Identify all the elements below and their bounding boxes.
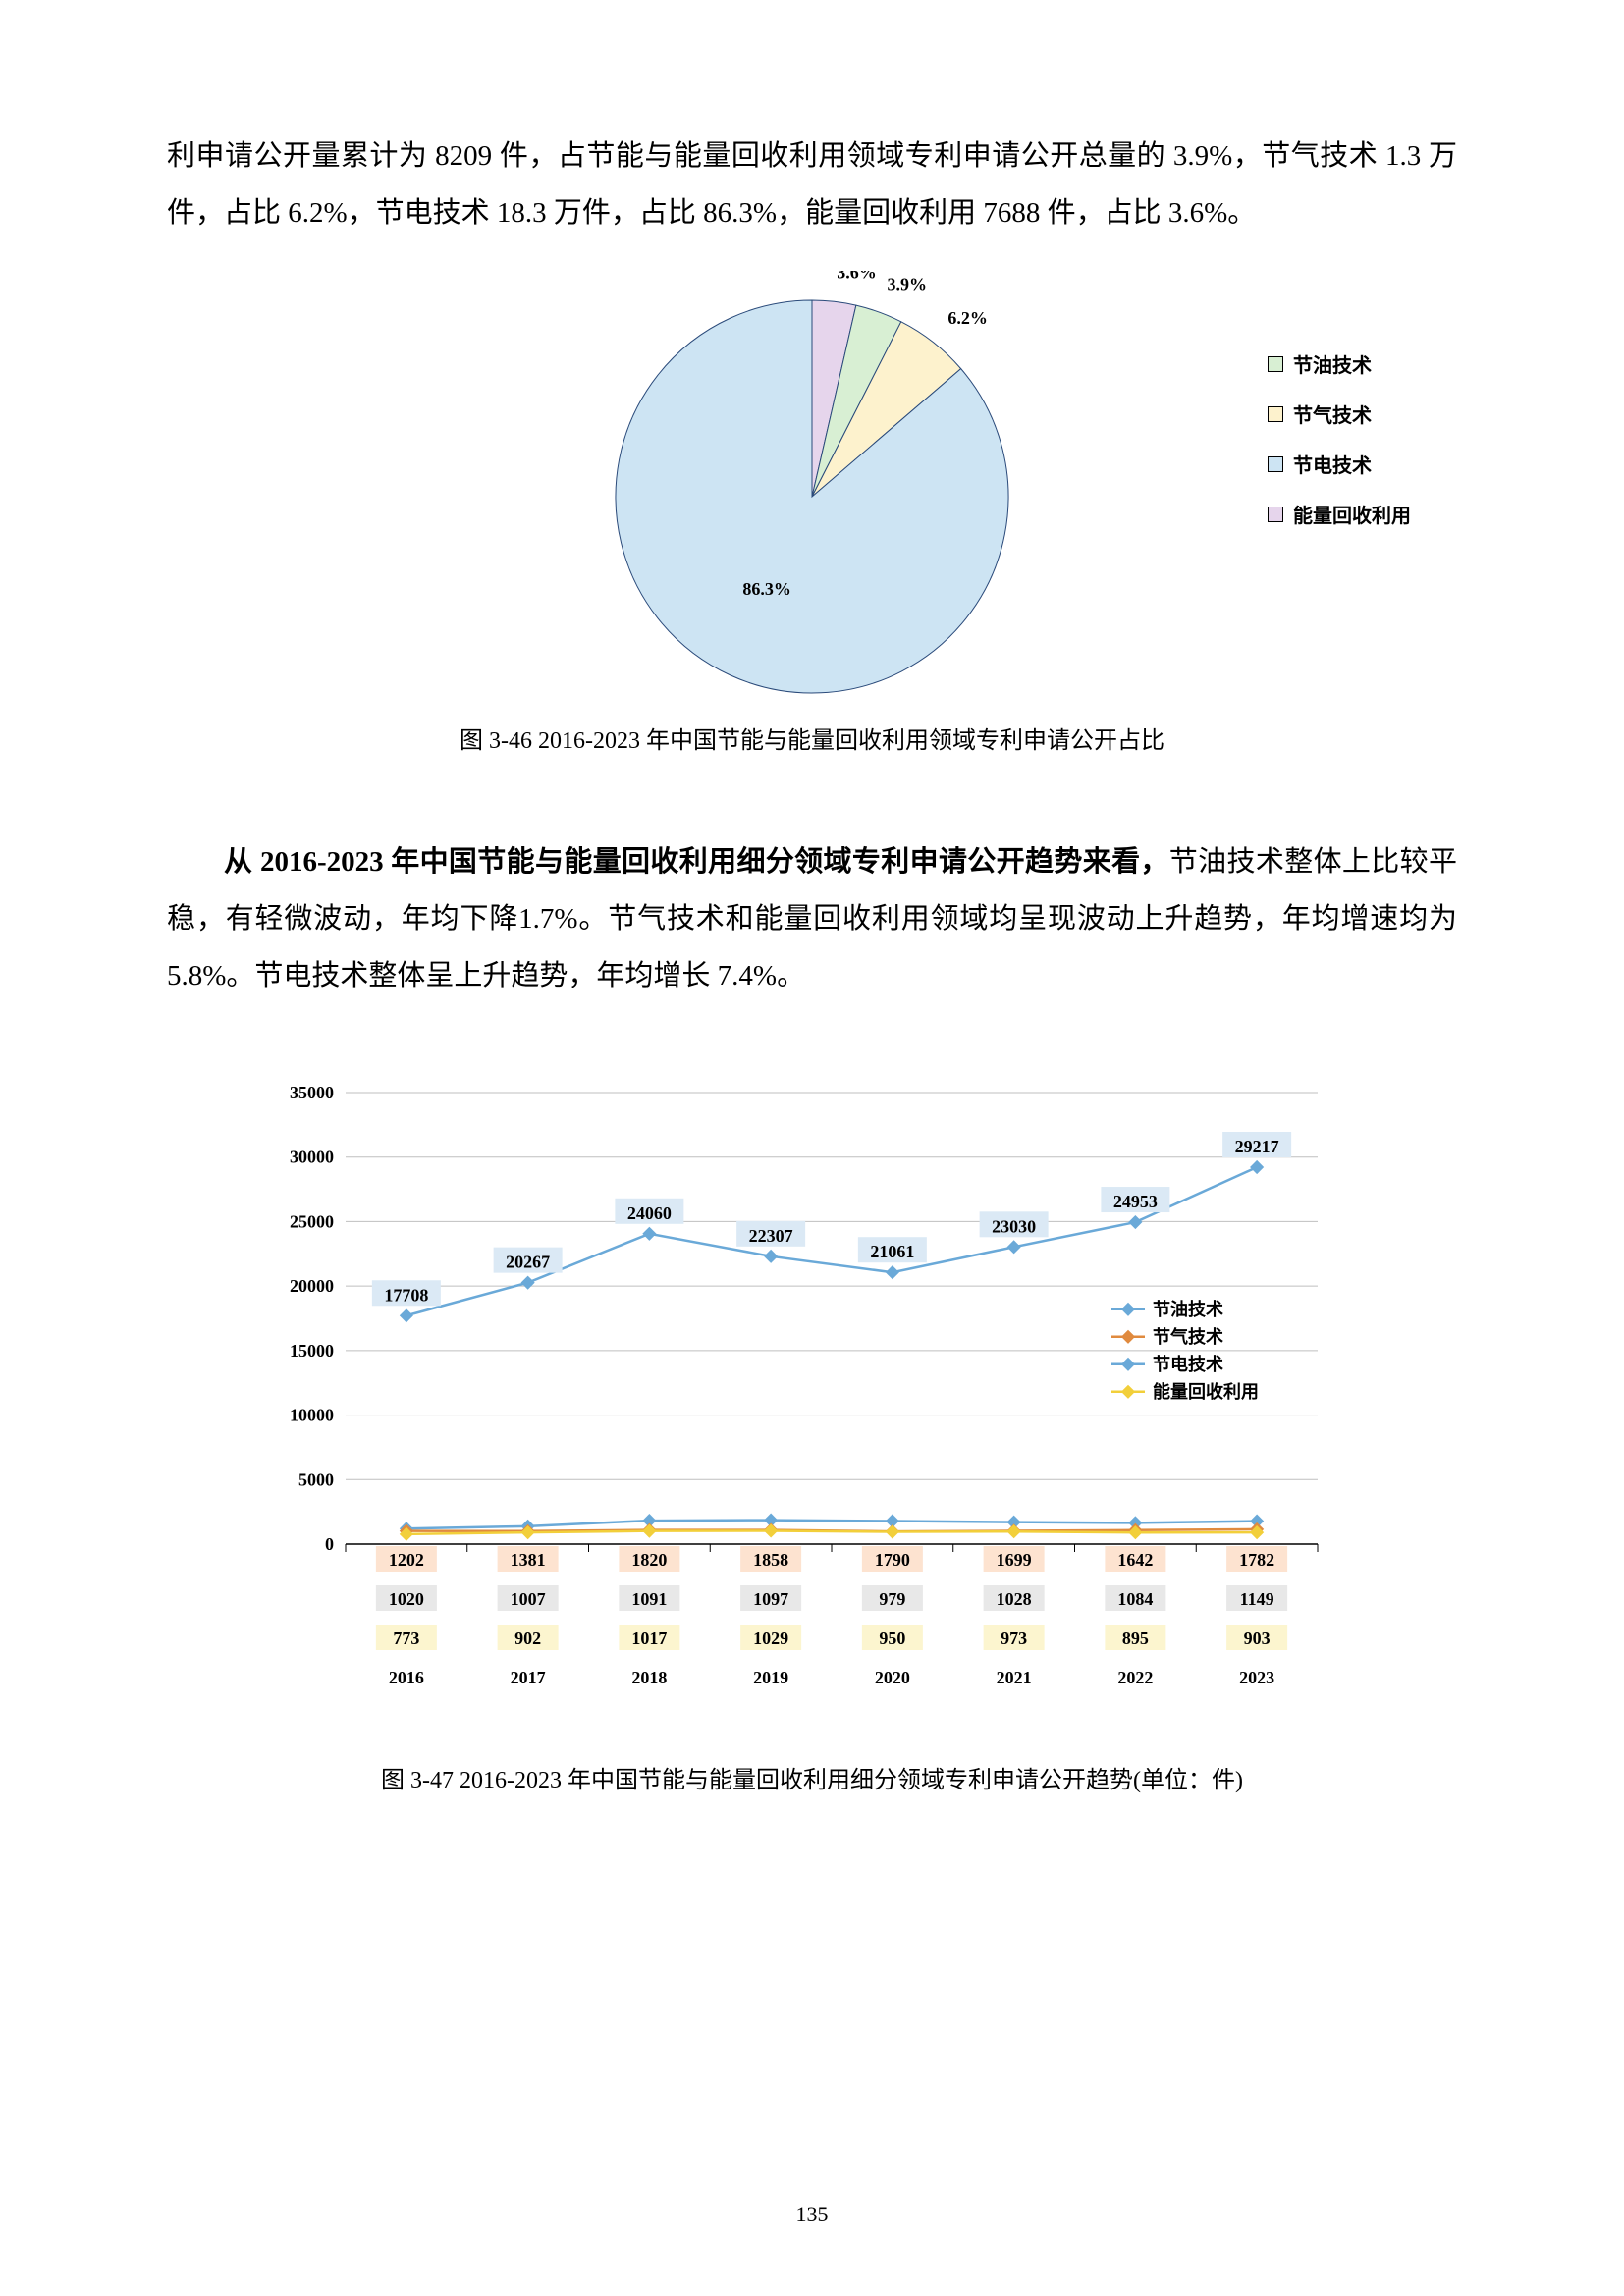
svg-text:17708: 17708 bbox=[384, 1285, 428, 1305]
svg-text:1084: 1084 bbox=[1117, 1589, 1153, 1609]
svg-text:2017: 2017 bbox=[511, 1668, 546, 1687]
pie-legend-item: 节电技术 bbox=[1268, 450, 1411, 478]
svg-text:3.9%: 3.9% bbox=[888, 274, 928, 294]
svg-text:1149: 1149 bbox=[1240, 1589, 1274, 1609]
svg-text:895: 895 bbox=[1122, 1629, 1149, 1648]
svg-text:979: 979 bbox=[879, 1589, 905, 1609]
svg-text:1699: 1699 bbox=[997, 1550, 1032, 1570]
pie-chart-container: 3.6%3.9%6.2%86.3% 节油技术节气技术节电技术能量回收利用 bbox=[370, 271, 1254, 703]
page: 利申请公开量累计为 8209 件，占节能与能量回收利用领域专利申请公开总量的 3… bbox=[0, 0, 1624, 2296]
svg-text:35000: 35000 bbox=[290, 1083, 334, 1102]
svg-text:2018: 2018 bbox=[631, 1668, 667, 1687]
pie-legend-item: 节气技术 bbox=[1268, 400, 1411, 428]
para2-bold: 从 2016-2023 年中国节能与能量回收利用细分领域专利申请公开趋势来看， bbox=[224, 846, 1169, 878]
svg-text:2019: 2019 bbox=[753, 1668, 788, 1687]
pie-legend-item: 节油技术 bbox=[1268, 349, 1411, 378]
svg-text:773: 773 bbox=[393, 1629, 419, 1648]
svg-text:25000: 25000 bbox=[290, 1211, 334, 1231]
pie-chart: 3.6% 3.9% 6.2% 86.3% bbox=[567, 271, 1057, 703]
svg-text:20000: 20000 bbox=[290, 1276, 334, 1296]
svg-text:节电技术: 节电技术 bbox=[1153, 1354, 1223, 1374]
svg-text:2020: 2020 bbox=[875, 1668, 910, 1687]
legend-label: 节油技术 bbox=[1293, 349, 1372, 378]
svg-text:902: 902 bbox=[514, 1629, 541, 1648]
svg-text:86.3%: 86.3% bbox=[742, 579, 791, 599]
svg-text:6.2%: 6.2% bbox=[947, 308, 988, 328]
legend-label: 节电技术 bbox=[1293, 450, 1372, 478]
legend-swatch bbox=[1268, 507, 1283, 522]
svg-text:21061: 21061 bbox=[870, 1242, 914, 1261]
paragraph-1: 利申请公开量累计为 8209 件，占节能与能量回收利用领域专利申请公开总量的 3… bbox=[167, 128, 1457, 241]
svg-text:1091: 1091 bbox=[631, 1589, 667, 1609]
legend-swatch bbox=[1268, 456, 1283, 472]
svg-text:20267: 20267 bbox=[506, 1253, 550, 1272]
svg-text:24060: 24060 bbox=[627, 1203, 672, 1223]
svg-text:0: 0 bbox=[325, 1534, 334, 1554]
svg-text:30000: 30000 bbox=[290, 1148, 334, 1167]
svg-text:5000: 5000 bbox=[298, 1469, 334, 1489]
pie-caption: 图 3-46 2016-2023 年中国节能与能量回收利用领域专利申请公开占比 bbox=[167, 721, 1457, 755]
paragraph-2: 从 2016-2023 年中国节能与能量回收利用细分领域专利申请公开趋势来看，节… bbox=[167, 833, 1457, 1004]
svg-text:2022: 2022 bbox=[1117, 1668, 1153, 1687]
legend-swatch bbox=[1268, 406, 1283, 422]
svg-text:903: 903 bbox=[1244, 1629, 1271, 1648]
svg-text:1017: 1017 bbox=[631, 1629, 667, 1648]
svg-text:950: 950 bbox=[879, 1629, 905, 1648]
svg-text:15000: 15000 bbox=[290, 1341, 334, 1361]
pie-legend-item: 能量回收利用 bbox=[1268, 500, 1411, 528]
svg-text:1202: 1202 bbox=[389, 1550, 424, 1570]
svg-text:2016: 2016 bbox=[389, 1668, 424, 1687]
svg-text:1790: 1790 bbox=[875, 1550, 910, 1570]
svg-text:1028: 1028 bbox=[997, 1589, 1032, 1609]
svg-text:973: 973 bbox=[1001, 1629, 1027, 1648]
svg-text:23030: 23030 bbox=[992, 1216, 1036, 1236]
svg-text:1029: 1029 bbox=[753, 1629, 788, 1648]
svg-text:29217: 29217 bbox=[1235, 1137, 1279, 1156]
line-chart-container: 0 5000 10000 15000 20000 25000 30000 35000 2016 2… bbox=[247, 1073, 1377, 1711]
svg-text:1858: 1858 bbox=[753, 1550, 788, 1570]
svg-text:1007: 1007 bbox=[511, 1589, 546, 1609]
page-number: 135 bbox=[0, 2202, 1624, 2227]
svg-text:1782: 1782 bbox=[1239, 1550, 1274, 1570]
svg-text:2021: 2021 bbox=[997, 1668, 1032, 1687]
legend-label: 节气技术 bbox=[1293, 400, 1372, 428]
svg-text:节油技术: 节油技术 bbox=[1153, 1299, 1223, 1319]
legend-swatch bbox=[1268, 356, 1283, 372]
legend-label: 能量回收利用 bbox=[1293, 500, 1411, 528]
svg-text:3.6%: 3.6% bbox=[837, 271, 877, 282]
line-caption: 图 3-47 2016-2023 年中国节能与能量回收利用细分领域专利申请公开趋… bbox=[167, 1760, 1457, 1794]
pie-legend: 节油技术节气技术节电技术能量回收利用 bbox=[1268, 349, 1411, 550]
svg-text:1820: 1820 bbox=[631, 1550, 667, 1570]
svg-text:1020: 1020 bbox=[389, 1589, 424, 1609]
svg-text:1642: 1642 bbox=[1117, 1550, 1153, 1570]
svg-text:节气技术: 节气技术 bbox=[1153, 1326, 1223, 1347]
svg-text:能量回收利用: 能量回收利用 bbox=[1153, 1381, 1259, 1402]
svg-text:10000: 10000 bbox=[290, 1406, 334, 1425]
svg-text:1097: 1097 bbox=[753, 1589, 788, 1609]
svg-text:22307: 22307 bbox=[749, 1226, 793, 1246]
svg-text:24953: 24953 bbox=[1113, 1192, 1158, 1211]
svg-text:2023: 2023 bbox=[1239, 1668, 1274, 1687]
line-chart: 0 5000 10000 15000 20000 25000 30000 35000 2016 2… bbox=[247, 1073, 1377, 1711]
svg-text:1381: 1381 bbox=[511, 1550, 546, 1570]
